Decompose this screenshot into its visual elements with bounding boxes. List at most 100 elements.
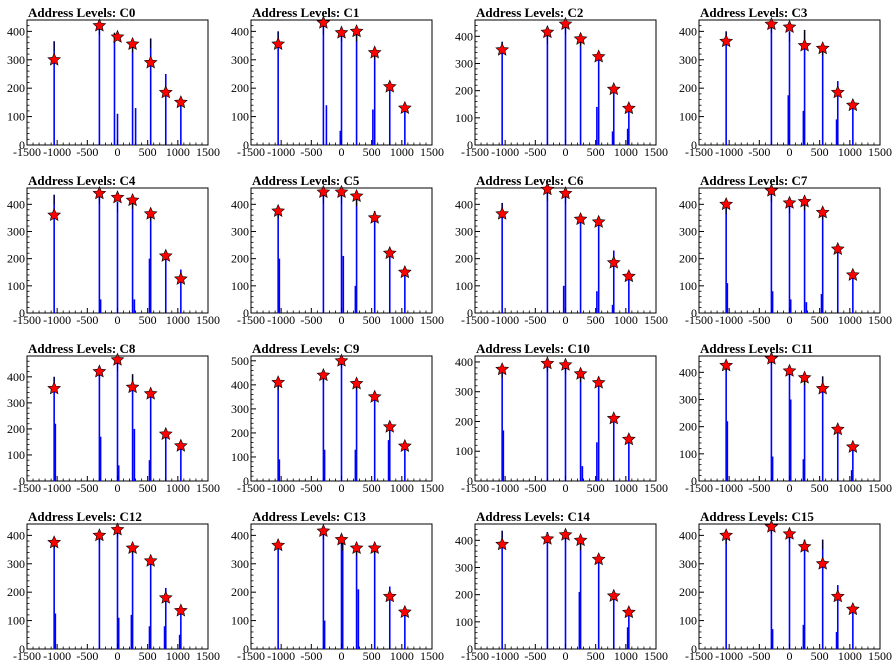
peak-marker <box>573 211 588 226</box>
chart-panel: Address Levels: C9 0 100 200 300 400 500 -1500-… <box>224 336 448 504</box>
peak-marker <box>334 25 349 39</box>
y-tick-label: 200 <box>679 420 697 434</box>
chart-panel: Address Levels: C12 0 100 200 300 400 -1500 -10… <box>0 504 224 672</box>
x-tick-label: -1000 <box>267 145 295 159</box>
y-tick-label: 0 <box>243 138 249 152</box>
y-tick-label: 100 <box>455 111 473 125</box>
chart-svg: 0 100 200 300 400 -1500 -1000 -500 0 500 1000 1500 <box>7 18 220 159</box>
peak-marker <box>573 31 588 45</box>
histogram-series <box>725 22 854 145</box>
x-tick-label: -1000 <box>715 313 743 327</box>
x-tick-label: -500 <box>76 481 98 495</box>
chart-svg: 0 100 200 300 400 -1500 -1000 -500 0 500 1000 1500 <box>679 183 892 327</box>
peak-marker <box>830 589 845 603</box>
x-tick-label: 1500 <box>868 313 892 327</box>
y-tick-label: 300 <box>455 224 473 238</box>
x-tick-label: -500 <box>300 649 322 663</box>
y-tick-label: 100 <box>455 444 473 458</box>
y-tick-label: 400 <box>231 378 249 392</box>
peak-marker <box>125 192 140 207</box>
y-tick-label: 0 <box>243 642 249 656</box>
y-tick-label: 200 <box>455 84 473 98</box>
y-tick-label: 200 <box>455 414 473 428</box>
x-tick-label: 1000 <box>614 649 638 663</box>
chart-title: Address Levels: C1 <box>252 5 360 20</box>
peak-marker <box>92 186 107 200</box>
peak-marker <box>316 367 331 382</box>
y-tick-label: 100 <box>7 614 25 628</box>
x-tick-label: -500 <box>524 649 546 663</box>
peak-marker <box>349 188 364 203</box>
peak-marker <box>621 101 636 115</box>
peak-marker <box>782 19 797 33</box>
x-tick-label: -500 <box>524 313 546 327</box>
peak-markers <box>719 17 860 112</box>
peak-marker <box>719 34 734 48</box>
chart-svg: 0 100 200 300 400 -1500 -1000 -500 0 500 1000 1500 <box>679 519 892 663</box>
peak-marker <box>830 422 845 436</box>
peak-marker <box>573 533 588 547</box>
x-tick-label: 1000 <box>166 145 190 159</box>
peak-marker <box>606 255 621 269</box>
x-tick-label: 500 <box>811 481 829 495</box>
y-tick-label: 300 <box>679 392 697 406</box>
histogram-series <box>501 190 630 313</box>
x-tick-label: 500 <box>139 313 157 327</box>
y-tick-label: 500 <box>231 354 249 368</box>
y-tick-label: 300 <box>231 402 249 416</box>
x-tick-label: 1000 <box>614 481 638 495</box>
peak-markers <box>495 527 636 619</box>
chart-panel: Address Levels: C15 0 100 200 300 400 -1500 -10… <box>672 504 896 672</box>
peak-marker <box>316 523 331 537</box>
peak-markers <box>271 353 412 453</box>
x-tick-label: -500 <box>76 649 98 663</box>
x-tick-label: 500 <box>811 313 829 327</box>
peak-marker <box>271 538 286 552</box>
y-tick-label: 0 <box>19 474 25 488</box>
chart-title: Address Levels: C7 <box>700 173 808 188</box>
x-tick-label: -1000 <box>491 313 519 327</box>
peak-marker <box>382 245 397 260</box>
peak-marker <box>334 353 349 367</box>
peak-marker <box>845 601 860 616</box>
chart-svg: 0 100 200 300 400 -1500 -1000 -500 0 500 1000 1500 <box>7 522 220 663</box>
x-tick-label: 1500 <box>644 649 668 663</box>
x-tick-label: 0 <box>339 313 345 327</box>
x-tick-label: -500 <box>76 145 98 159</box>
x-tick-label: -1000 <box>267 649 295 663</box>
x-tick-label: 500 <box>139 481 157 495</box>
x-tick-label: 0 <box>339 481 345 495</box>
peak-marker <box>830 85 845 99</box>
peak-marker <box>143 386 158 400</box>
peak-marker <box>621 269 636 283</box>
peak-marker <box>110 352 125 366</box>
histogram-series <box>501 24 630 145</box>
peak-marker <box>382 419 397 433</box>
x-tick-label: 1000 <box>838 145 862 159</box>
histogram-series <box>501 530 630 649</box>
peak-marker <box>367 540 382 555</box>
peak-marker <box>573 366 588 380</box>
y-tick-label: 300 <box>679 53 697 67</box>
peak-marker <box>540 24 555 39</box>
y-tick-label: 300 <box>231 557 249 571</box>
x-tick-label: -1000 <box>267 313 295 327</box>
peak-marker <box>367 210 382 224</box>
chart-panel: Address Levels: C1 0 100 200 300 400 -1500 -100… <box>224 0 448 168</box>
x-tick-label: -1500 <box>237 649 265 663</box>
y-tick-label: 200 <box>7 585 25 599</box>
x-tick-label: -1500 <box>685 649 713 663</box>
y-tick-label: 100 <box>455 615 473 629</box>
histogram-series <box>725 354 854 481</box>
x-tick-label: 0 <box>787 481 793 495</box>
x-tick-label: 1000 <box>390 481 414 495</box>
x-tick-label: 1500 <box>420 313 444 327</box>
x-tick-label: 0 <box>787 145 793 159</box>
y-tick-label: 100 <box>679 447 697 461</box>
peak-marker <box>271 375 286 389</box>
y-tick-label: 400 <box>679 365 697 379</box>
peak-marker <box>764 17 779 31</box>
chart-title: Address Levels: C13 <box>252 509 366 524</box>
chart-svg: 0 100 200 300 400 -1500 -1000 -500 0 500 1000 1500 <box>455 355 668 495</box>
